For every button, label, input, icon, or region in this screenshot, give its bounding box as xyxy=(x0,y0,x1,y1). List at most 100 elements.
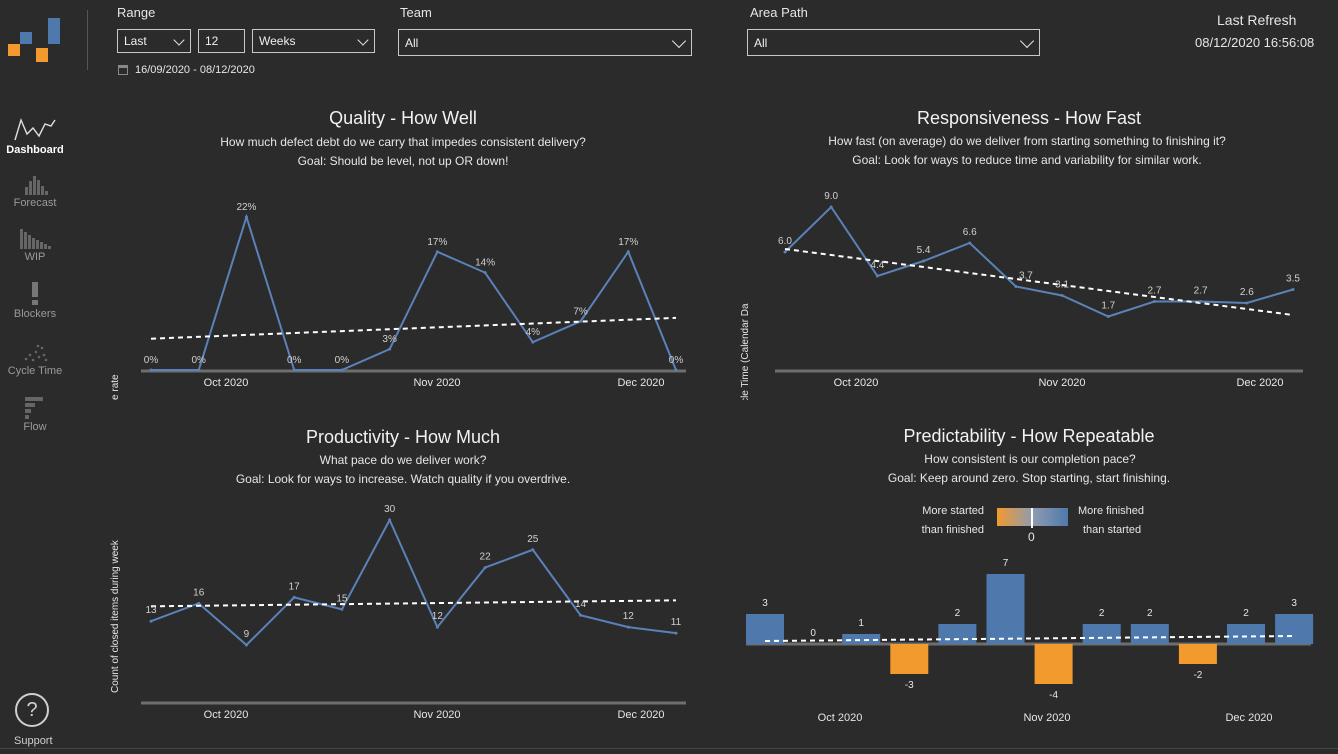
predictability-title: Predictability - How Repeatable xyxy=(903,426,1155,446)
data-label: 7 xyxy=(1003,558,1009,569)
nav-wip[interactable]: WIP xyxy=(0,229,70,263)
x-tick-label: Dec 2020 xyxy=(617,377,664,389)
nav-label: Forecast xyxy=(13,197,57,209)
data-point xyxy=(1199,300,1203,303)
legend-started: More started than finished xyxy=(900,502,984,540)
data-label: 3% xyxy=(382,334,397,345)
bar xyxy=(842,634,881,644)
area-path-label: Area Path xyxy=(750,5,808,20)
bar xyxy=(1082,624,1121,644)
x-tick-label: Oct 2020 xyxy=(818,712,863,724)
date-range-text: 16/09/2020 - 08/12/2020 xyxy=(135,64,255,76)
nav-cycle-time[interactable]: Cycle Time xyxy=(0,343,70,377)
x-tick-label: Nov 2020 xyxy=(1038,377,1085,389)
data-point xyxy=(626,625,630,629)
nav-flow[interactable]: Flow xyxy=(0,397,70,433)
trend-line xyxy=(764,635,1295,642)
bar xyxy=(746,614,784,644)
data-point xyxy=(1106,315,1110,318)
predictability-chart: Oct 2020 Nov 2020 Dec 2020 3 0 1 -3 2 7 -4 2 2 -2 2 3 xyxy=(746,558,1314,724)
data-label: 0% xyxy=(669,355,684,366)
bar xyxy=(1034,644,1073,684)
data-label: 9.0 xyxy=(824,191,838,202)
legend-zero-tick xyxy=(1031,508,1033,528)
data-point xyxy=(1060,294,1064,297)
responsiveness-title: Responsiveness - How Fast xyxy=(916,108,1142,128)
data-label: 13 xyxy=(145,605,157,616)
team-dropdown[interactable]: All xyxy=(398,29,692,56)
blockers-exclamation-icon xyxy=(32,282,38,305)
bar xyxy=(986,574,1025,644)
data-point xyxy=(783,250,787,254)
data-point xyxy=(197,368,201,372)
range-mode-dropdown[interactable]: Last xyxy=(117,29,191,53)
quality-goal: Goal: Should be level, not up OR down! xyxy=(297,154,509,168)
legend-zero-label: 0 xyxy=(1028,530,1035,544)
range-count-input[interactable]: 12 xyxy=(198,29,245,53)
data-label: 2 xyxy=(1243,608,1249,619)
data-label: 6.0 xyxy=(778,236,792,247)
flow-bars-icon xyxy=(25,397,43,419)
legend-finished-line1: More finished xyxy=(1078,505,1145,517)
nav-label: Flow xyxy=(23,421,47,433)
data-label: 3 xyxy=(762,598,768,609)
bar xyxy=(938,624,977,644)
data-point xyxy=(292,368,296,372)
quality-title: Quality - How Well xyxy=(329,108,477,128)
legend-started-line2: than finished xyxy=(921,524,984,536)
data-label: 0% xyxy=(192,355,207,366)
data-point xyxy=(875,274,879,278)
data-label: 9 xyxy=(244,629,250,640)
data-label: 15 xyxy=(336,593,348,604)
productivity-chart: Count of closed items during week Oct 202… xyxy=(110,504,686,721)
range-label: Range xyxy=(117,5,156,20)
data-label: 2 xyxy=(955,608,961,619)
chevron-down-icon xyxy=(357,34,369,46)
data-point xyxy=(149,619,153,623)
data-point xyxy=(244,215,248,219)
support-help-icon[interactable]: ? xyxy=(15,693,49,727)
data-label: 2.7 xyxy=(1194,286,1208,297)
data-point xyxy=(531,548,535,552)
responsiveness-chart: Average Cycle Time (Calendar Da Oct 2020 N… xyxy=(740,191,1303,400)
x-tick-label: Dec 2020 xyxy=(1225,712,1272,724)
productivity-subtitle: What pace do we deliver work? xyxy=(319,453,487,467)
data-label: 17 xyxy=(289,581,301,592)
footer-divider xyxy=(0,748,1338,749)
data-point xyxy=(483,271,487,275)
nav-label: Blockers xyxy=(13,308,57,320)
x-tick-label: Nov 2020 xyxy=(413,377,460,389)
nav-dashboard[interactable]: Dashboard xyxy=(0,114,70,156)
data-label: 12 xyxy=(432,611,444,622)
data-label: 12 xyxy=(623,611,635,622)
quality-subtitle: How much defect debt do we carry that im… xyxy=(220,135,586,149)
data-label: 3.5 xyxy=(1286,274,1300,285)
data-point xyxy=(674,631,678,635)
x-tick-label: Nov 2020 xyxy=(1023,712,1070,724)
responsiveness-goal: Goal: Look for ways to reduce time and v… xyxy=(852,153,1202,167)
data-label: 0% xyxy=(335,355,350,366)
area-path-dropdown[interactable]: All xyxy=(747,29,1040,56)
range-unit-dropdown[interactable]: Weeks xyxy=(252,29,375,53)
support-label: Support xyxy=(14,735,53,747)
area-path-value: All xyxy=(754,36,768,50)
data-point xyxy=(292,595,296,599)
y-axis-label: Count of closed items during week xyxy=(110,539,121,693)
range-unit-value: Weeks xyxy=(259,34,296,48)
data-point xyxy=(388,347,392,351)
chevron-down-icon xyxy=(1019,33,1035,49)
data-point xyxy=(922,259,926,263)
productivity-title: Productivity - How Much xyxy=(305,427,501,447)
data-label: 1 xyxy=(858,618,864,629)
data-label: 6.6 xyxy=(963,227,977,238)
quality-chart: Bug percentage rate Oct 2020 Nov 2020 Dec 2… xyxy=(110,202,686,400)
nav-blockers[interactable]: Blockers xyxy=(0,282,70,320)
nav-forecast[interactable]: Forecast xyxy=(0,175,70,209)
data-label: 0% xyxy=(287,355,302,366)
data-point xyxy=(483,566,487,570)
predictability-goal: Goal: Keep around zero. Stop starting, s… xyxy=(887,471,1171,485)
calendar-icon xyxy=(118,65,128,75)
data-point xyxy=(340,607,344,611)
data-label: 2 xyxy=(1099,608,1105,619)
trend-line xyxy=(784,248,1294,316)
